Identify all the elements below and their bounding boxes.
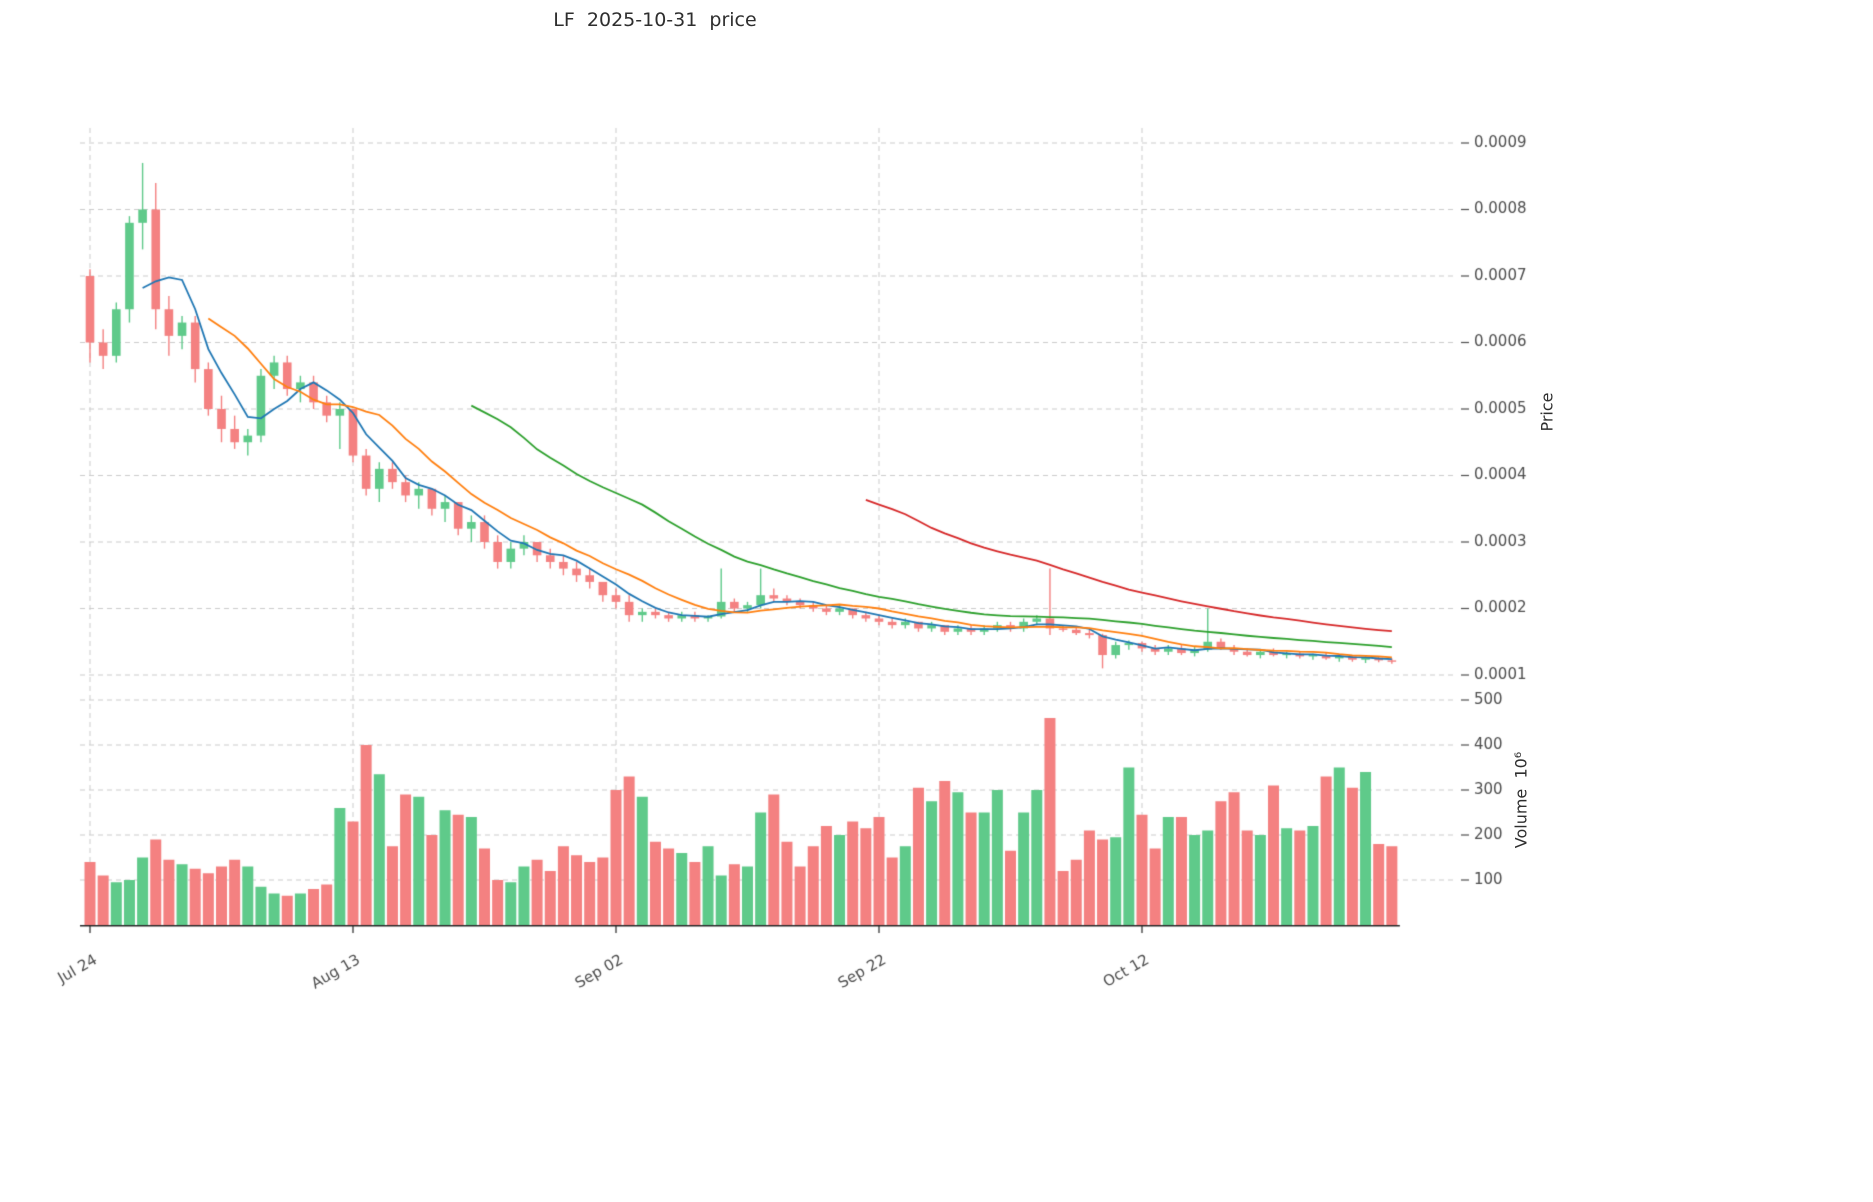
- price-axis-label: Price: [1537, 392, 1557, 432]
- volume-axis-label: Volume 10⁶: [1511, 751, 1531, 849]
- chart-title: LF 2025-10-31 price: [553, 9, 757, 31]
